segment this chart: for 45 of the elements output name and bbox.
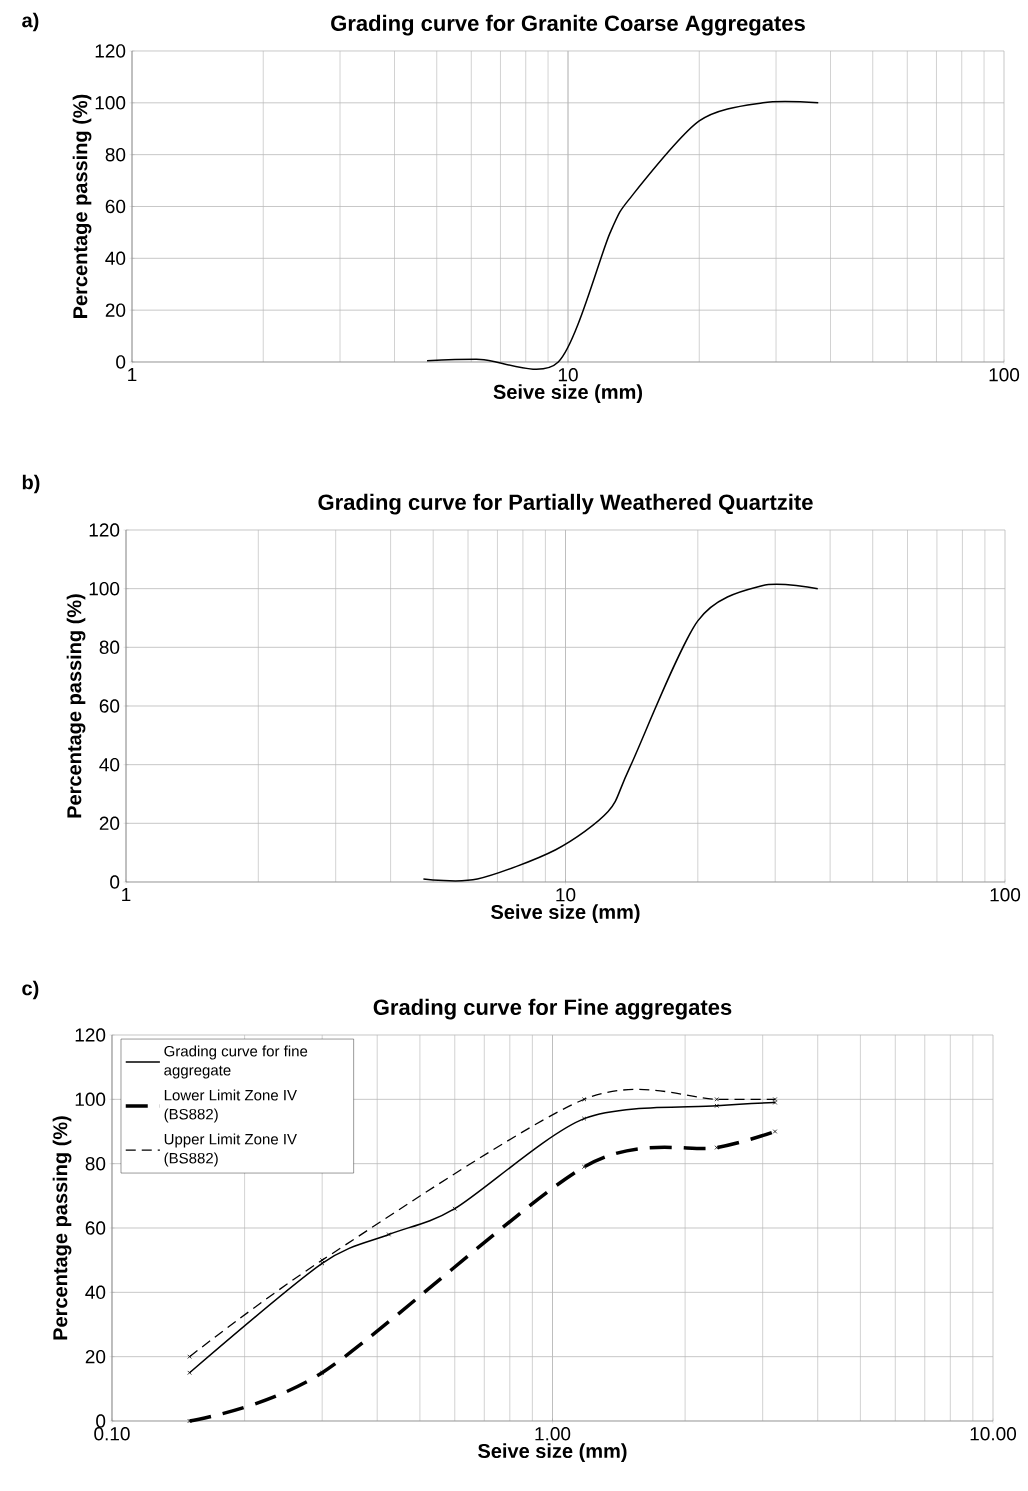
x-axis-title: Seive size (mm) [493,384,643,403]
legend-label: Upper Limit Zone IV (BS882) [164,1133,297,1167]
y-tick-label: 40 [85,1285,106,1300]
text: c) [22,980,39,1000]
y-tick-label: 120 [89,523,120,537]
y-tick-label: 120 [75,1028,106,1042]
y-tick-label: 40 [99,757,120,772]
x-tick-label: 1 [122,888,131,902]
x-tick-label: 100 [990,888,1021,902]
y-tick-label: 80 [99,640,120,655]
text: a) [22,12,39,32]
x-tick-label: 1 [128,368,137,382]
y-axis-title: Percentage passing (%) [66,594,86,818]
x-tick-label: 10 [558,368,578,382]
legend-label: Grading curve for fine aggregate [164,1045,308,1079]
y-tick-label: 60 [85,1221,106,1235]
chart-title: Grading curve for Partially Weathered Quartzite [318,493,813,515]
y-tick-label: 0 [116,355,126,369]
y-tick-label: 100 [75,1092,106,1107]
y-tick-label: 20 [99,816,120,831]
y-tick-label: 60 [105,199,126,214]
y-tick-label: 100 [95,96,126,110]
y-axis-title: Percentage passing (%) [52,1116,72,1340]
y-tick-label: 120 [95,44,126,58]
x-tick-label: 10.00 [970,1427,1017,1441]
x-axis-title: Seive size (mm) [478,1443,627,1462]
y-axis-title: Percentage passing (%) [72,94,92,318]
y-tick-label: 100 [89,581,120,596]
y-tick-label: 80 [85,1156,106,1171]
chart-title: Grading curve for Fine aggregates [373,998,732,1020]
y-tick-label: 60 [99,699,120,713]
chart-title: Grading curve for Granite Coarse Aggregates [331,14,805,36]
y-tick-label: 40 [105,251,126,266]
y-tick-label: 20 [105,303,126,317]
x-tick-label: 10 [556,888,576,902]
x-tick-label: 1.00 [535,1427,571,1441]
x-tick-label: 0.10 [94,1427,130,1441]
x-tick-label: 100 [989,368,1020,382]
text: b) [22,474,40,494]
y-tick-label: 20 [85,1349,106,1364]
legend-label: Lower Limit Zone IV (BS882) [164,1089,297,1123]
y-tick-label: 0 [110,875,120,889]
x-axis-title: Seive size (mm) [491,904,640,923]
y-tick-label: 80 [105,147,126,162]
y-tick-label: 0 [96,1414,106,1428]
